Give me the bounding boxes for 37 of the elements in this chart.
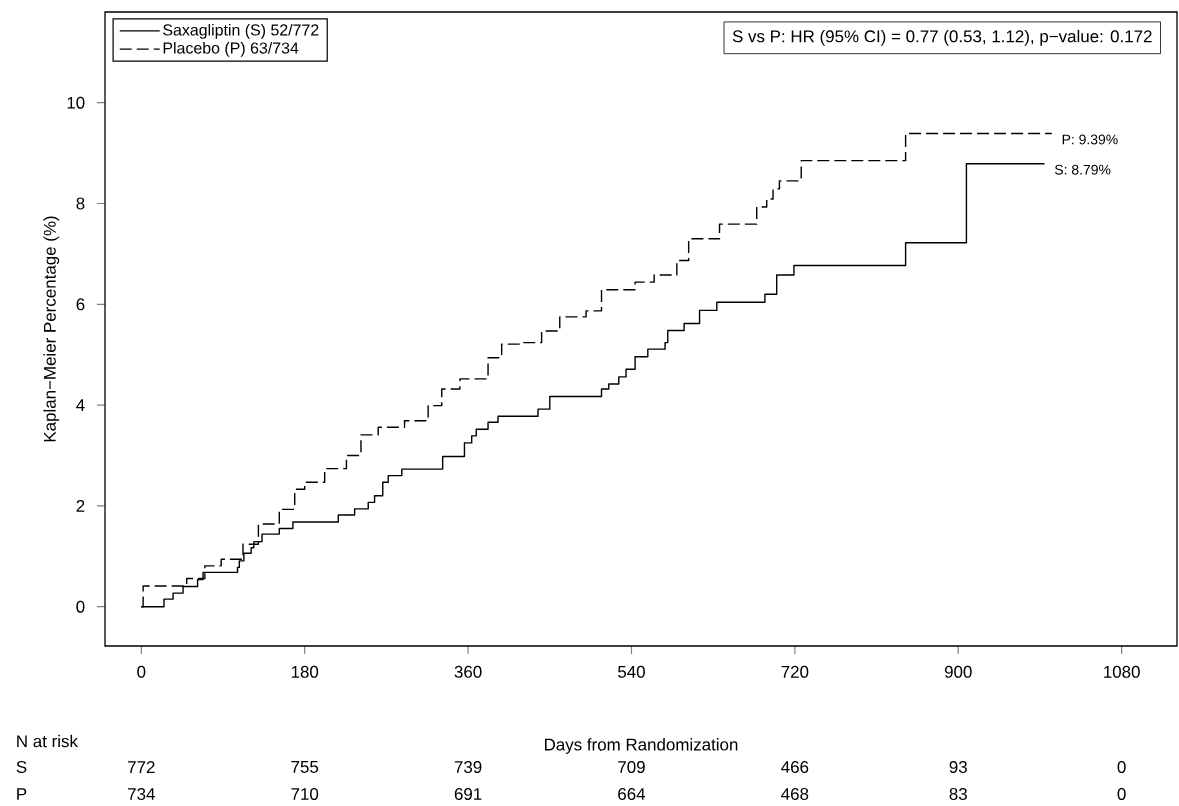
x-tick-label: 180 — [291, 665, 319, 678]
x-tick-label: 360 — [454, 665, 482, 678]
annotation: S: 8.79% — [1054, 164, 1111, 175]
text: 664 — [618, 788, 646, 800]
y-tick-label: 10 — [67, 96, 85, 109]
x-tick-label: 720 — [781, 665, 809, 678]
text: P — [17, 788, 27, 800]
x-axis-title: Days from Randomization — [544, 738, 738, 754]
text: 734 — [128, 788, 155, 800]
annotation: P: 9.39% — [1062, 134, 1118, 145]
x-tick-label: 900 — [944, 665, 972, 678]
y-tick-label: 0 — [76, 600, 85, 613]
text: 710 — [291, 788, 319, 800]
y-axis-title: Kaplan−Meier Percentage (%) — [43, 216, 60, 442]
text: 0 — [1117, 788, 1126, 800]
text: 0 — [1117, 761, 1126, 773]
legend-label: Placebo (P) 63/734 — [163, 42, 299, 57]
text: 709 — [618, 761, 645, 773]
y-tick-label: 6 — [76, 298, 85, 311]
annotation: S vs P: HR (95% CI) = 0.77 (0.53, 1.12), p−value: 0.172 — [732, 29, 1152, 46]
y-tick-label: 8 — [76, 197, 85, 210]
text: S — [16, 761, 27, 773]
x-tick-label: 1080 — [1104, 665, 1140, 678]
text: 739 — [454, 761, 482, 773]
x-tick-label: 0 — [137, 665, 146, 678]
text: 466 — [781, 761, 809, 773]
text: 83 — [949, 788, 967, 800]
text: 93 — [949, 761, 967, 773]
y-tick-label: 4 — [76, 399, 85, 411]
text: 468 — [781, 788, 809, 800]
text: 755 — [291, 761, 319, 773]
y-tick-label: 2 — [76, 499, 85, 512]
text: 691 — [454, 788, 482, 800]
text: 772 — [128, 761, 155, 773]
x-tick-label: 540 — [618, 665, 645, 678]
text: N at risk — [17, 734, 78, 748]
legend-label: Saxagliptin (S) 52/772 — [163, 23, 319, 39]
